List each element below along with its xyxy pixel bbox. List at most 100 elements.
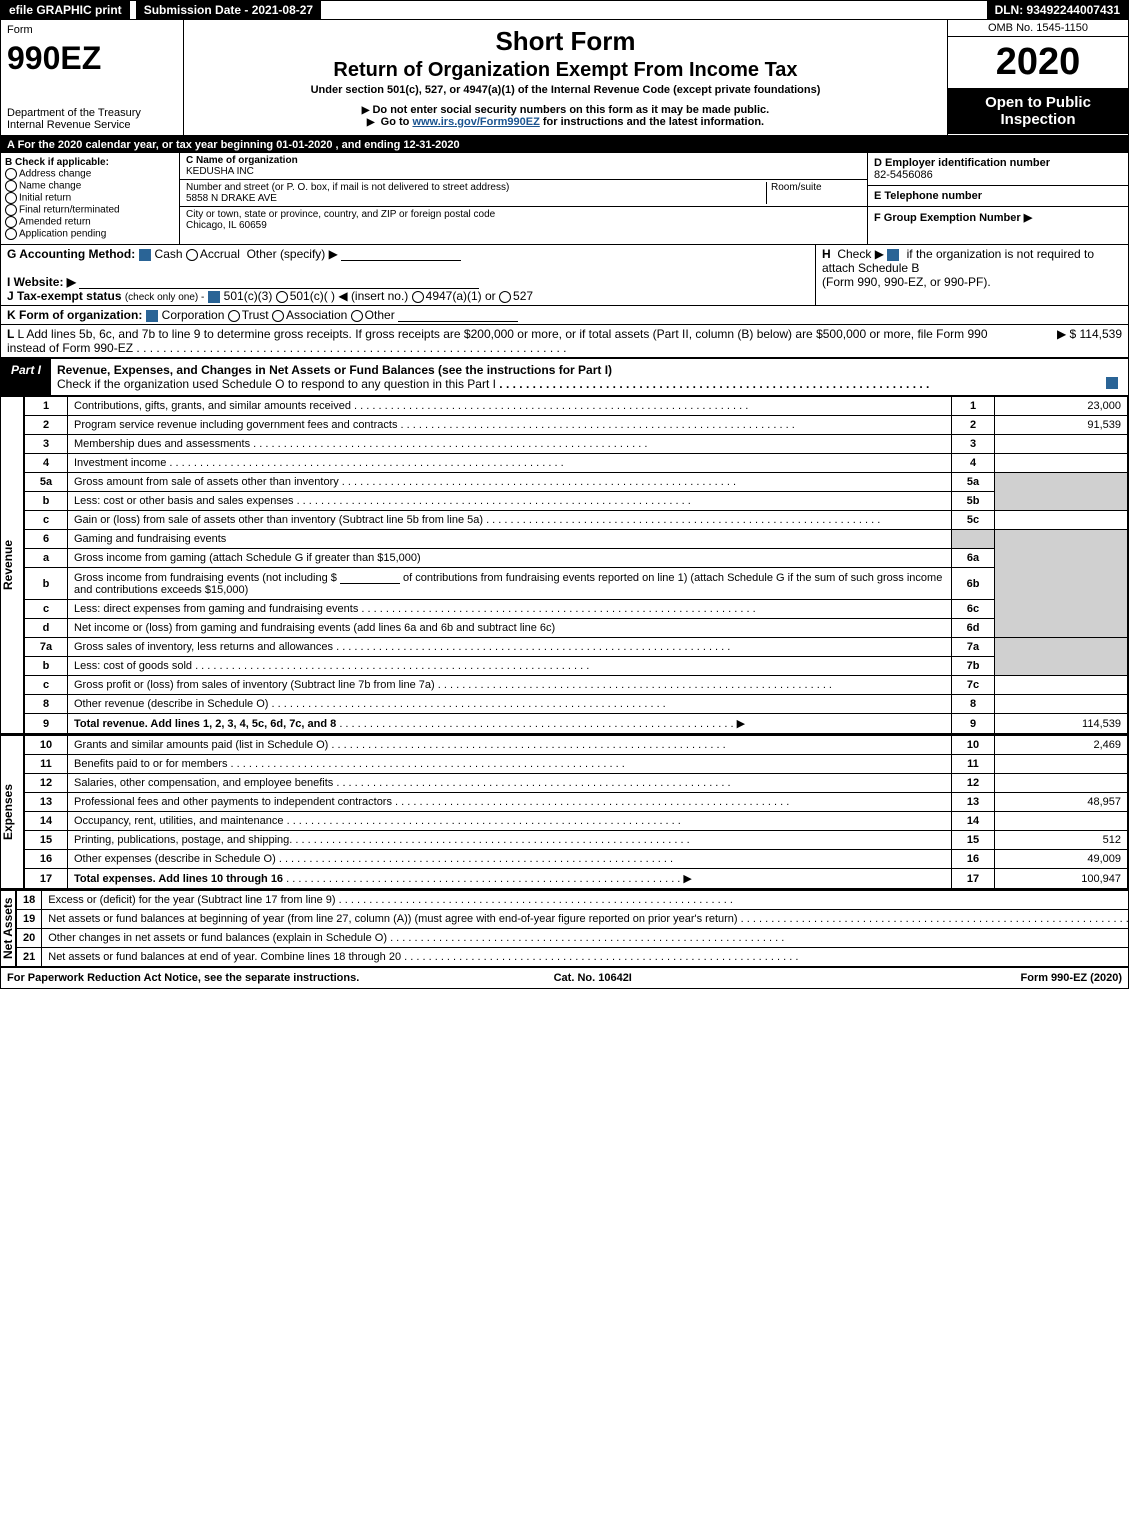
h-text3: (Form 990, 990-EZ, or 990-PF).	[822, 275, 991, 289]
f-group-label: F Group Exemption Number ▶	[874, 212, 1032, 224]
omb-number: OMB No. 1545-1150	[948, 20, 1128, 37]
amended-return-radio[interactable]	[5, 216, 17, 228]
k-corp-checkbox[interactable]	[146, 310, 158, 322]
tax-year: 2020	[948, 37, 1128, 88]
org-name: KEDUSHA INC	[186, 166, 861, 177]
form-label: Form	[7, 24, 33, 36]
h-label: H	[822, 247, 831, 261]
efile-print-button[interactable]: efile GRAPHIC print	[1, 1, 130, 19]
j-o3: 4947(a)(1) or	[426, 289, 496, 303]
goto-post: for instructions and the latest informat…	[543, 116, 764, 128]
opt-amended: Amended return	[19, 217, 91, 228]
h-checkbox[interactable]	[887, 249, 899, 261]
submission-date: Submission Date - 2021-08-27	[130, 1, 321, 19]
app-pending-radio[interactable]	[5, 228, 17, 240]
form-number: 990EZ	[7, 40, 177, 77]
org-street: 5858 N DRAKE AVE	[186, 193, 766, 204]
g-cash: Cash	[155, 247, 183, 261]
footer-formref: Form 990-EZ (2020)	[1021, 972, 1122, 984]
subtitle: Under section 501(c), 527, or 4947(a)(1)…	[190, 84, 941, 96]
org-city: Chicago, IL 60659	[186, 220, 495, 231]
top-bar: efile GRAPHIC print Submission Date - 20…	[1, 1, 1128, 20]
room-suite-label: Room/suite	[766, 182, 861, 204]
ssn-warning: Do not enter social security numbers on …	[372, 104, 769, 116]
k-assoc-radio[interactable]	[272, 310, 284, 322]
expenses-side-label: Expenses	[1, 735, 24, 889]
addr-change-radio[interactable]	[5, 168, 17, 180]
header-right: OMB No. 1545-1150 2020 Open to Public In…	[947, 20, 1128, 135]
title-short-form: Short Form	[190, 26, 941, 57]
netassets-section: Net Assets 18Excess or (deficit) for the…	[1, 890, 1128, 968]
j-note: (check only one) -	[125, 292, 204, 303]
g-label: G Accounting Method:	[7, 247, 135, 261]
schedule-o-checkbox[interactable]	[1106, 377, 1118, 389]
j-501c-radio[interactable]	[276, 291, 288, 303]
c-city-label: City or town, state or province, country…	[186, 209, 495, 220]
j-527-radio[interactable]	[499, 291, 511, 303]
dln-label: DLN: 93492244007431	[987, 1, 1128, 19]
j-label: J Tax-exempt status	[7, 289, 122, 303]
box-def: D Employer identification number 82-5456…	[867, 153, 1128, 244]
cash-checkbox[interactable]	[139, 249, 151, 261]
line-g-h: G Accounting Method: Cash Accrual Other …	[1, 245, 1128, 306]
g-accrual: Accrual	[200, 247, 240, 261]
box-b: B Check if applicable: Address change Na…	[1, 153, 180, 244]
h-text: Check ▶	[837, 247, 884, 261]
j-4947-radio[interactable]	[412, 291, 424, 303]
box-c: C Name of organization KEDUSHA INC Numbe…	[180, 153, 867, 244]
box-b-label: B Check if applicable:	[5, 157, 175, 168]
page-footer: For Paperwork Reduction Act Notice, see …	[1, 968, 1128, 988]
opt-addr: Address change	[19, 169, 91, 180]
l-amount: ▶ $ 114,539	[996, 325, 1128, 357]
d-ein-label: D Employer identification number	[874, 157, 1050, 169]
form-990ez-page: efile GRAPHIC print Submission Date - 20…	[0, 0, 1129, 989]
expenses-section: Expenses 10Grants and similar amounts pa…	[1, 735, 1128, 890]
netassets-side-label: Net Assets	[1, 890, 16, 967]
c-name-label: C Name of organization	[186, 155, 861, 166]
g-other: Other (specify) ▶	[247, 247, 338, 261]
opt-name: Name change	[19, 181, 81, 192]
part-1-header: Part I Revenue, Expenses, and Changes in…	[1, 358, 1128, 396]
revenue-section: Revenue 1Contributions, gifts, grants, a…	[1, 396, 1128, 735]
dept-treasury: Department of the Treasury	[7, 107, 177, 119]
k-trust-radio[interactable]	[228, 310, 240, 322]
final-return-radio[interactable]	[5, 204, 17, 216]
line-l: L L Add lines 5b, 6c, and 7b to line 9 t…	[1, 325, 1128, 358]
dept-irs: Internal Revenue Service	[7, 119, 177, 131]
k-other: Other	[365, 308, 395, 322]
initial-return-radio[interactable]	[5, 192, 17, 204]
j-o1: 501(c)(3)	[224, 289, 273, 303]
form-header: Form 990EZ Department of the Treasury In…	[1, 20, 1128, 137]
expenses-table: 10Grants and similar amounts paid (list …	[24, 735, 1128, 889]
open-to-public: Open to Public Inspection	[948, 88, 1128, 134]
k-assoc: Association	[286, 308, 347, 322]
j-501c3-checkbox[interactable]	[208, 291, 220, 303]
section-a-tax-year: A For the 2020 calendar year, or tax yea…	[1, 137, 1128, 153]
netassets-table: 18Excess or (deficit) for the year (Subt…	[16, 890, 1129, 967]
c-addr-label: Number and street (or P. O. box, if mail…	[186, 182, 766, 193]
footer-catno: Cat. No. 10642I	[554, 972, 632, 984]
part-1-tab: Part I	[1, 359, 51, 395]
revenue-side-label: Revenue	[1, 396, 24, 734]
part-1-sub: Check if the organization used Schedule …	[57, 377, 496, 391]
accrual-radio[interactable]	[186, 249, 198, 261]
header-left: Form 990EZ Department of the Treasury In…	[1, 20, 184, 135]
revenue-table: 1Contributions, gifts, grants, and simil…	[24, 396, 1128, 734]
identification-block: B Check if applicable: Address change Na…	[1, 153, 1128, 245]
k-trust: Trust	[242, 308, 269, 322]
name-change-radio[interactable]	[5, 180, 17, 192]
part-1-title: Revenue, Expenses, and Changes in Net As…	[57, 363, 612, 377]
j-o2: 501(c)( ) ◀ (insert no.)	[290, 289, 409, 303]
irs-link[interactable]: www.irs.gov/Form990EZ	[412, 116, 539, 128]
i-label: I Website: ▶	[7, 275, 76, 289]
j-o4: 527	[513, 289, 533, 303]
opt-pending: Application pending	[19, 229, 106, 240]
header-center: Short Form Return of Organization Exempt…	[184, 20, 947, 135]
goto-pre: Go to	[381, 116, 413, 128]
e-phone-label: E Telephone number	[874, 190, 982, 202]
line-k: K Form of organization: Corporation Trus…	[1, 306, 1128, 325]
ein-value: 82-5456086	[874, 169, 933, 181]
k-other-radio[interactable]	[351, 310, 363, 322]
opt-initial: Initial return	[19, 193, 71, 204]
footer-left: For Paperwork Reduction Act Notice, see …	[7, 972, 359, 984]
